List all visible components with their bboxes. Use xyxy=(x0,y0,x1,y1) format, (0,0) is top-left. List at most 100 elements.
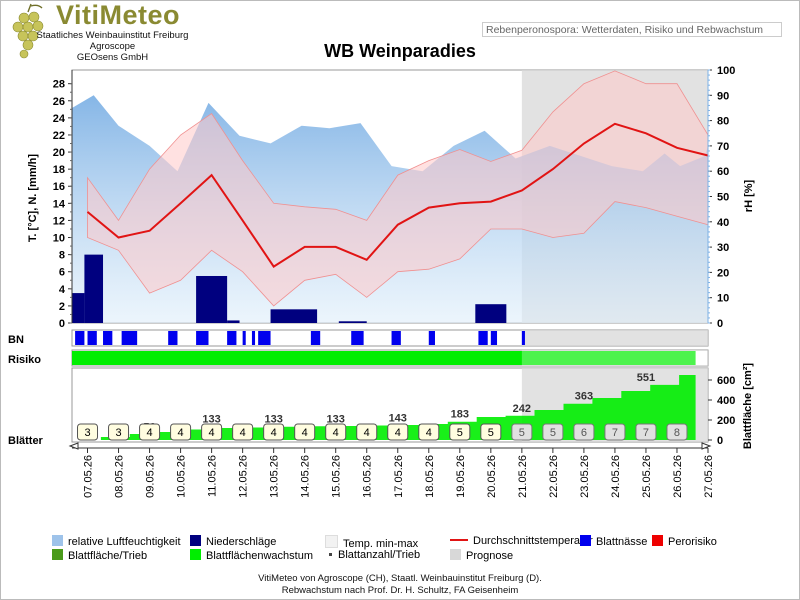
leaf-count-value-2: 4 xyxy=(146,427,152,439)
precipitation-bar-0 xyxy=(72,293,85,323)
y-left-tick-label: 6 xyxy=(59,267,65,279)
leaf-wetness-bar-0 xyxy=(75,331,85,345)
leaf-count-box-12 xyxy=(449,423,471,441)
y-right-tick-label: 50 xyxy=(717,192,729,204)
blaetter-label: Blätter xyxy=(8,435,44,447)
leaf-wetness-bar-13 xyxy=(428,331,435,345)
y-right-tick-label: 70 xyxy=(717,141,729,153)
leaf-area-label-5: 143 xyxy=(389,413,407,425)
y-left-axis-title: T. [°C], N. [mm/h] xyxy=(27,154,39,242)
legend-item-label: Niederschläge xyxy=(206,536,277,548)
leaf-count-box-16 xyxy=(573,423,595,441)
leaf-count-box-11 xyxy=(418,423,440,441)
leaf-count-box-8 xyxy=(325,423,347,441)
legend-item-label: Temp. min-max xyxy=(343,538,419,550)
leaf-count-box-5 xyxy=(232,423,254,441)
leaf-count-value-8: 4 xyxy=(333,427,339,439)
x-tick-label: 26.05.26 xyxy=(672,455,684,498)
y-left-tick-label: 0 xyxy=(59,318,65,330)
leaf-count-box-1 xyxy=(108,423,130,441)
leaf-area-label-3: 133 xyxy=(264,414,282,426)
logo-line-geosens: GEOsens GmbH xyxy=(76,52,149,63)
risiko-label: Risiko xyxy=(8,354,41,366)
leaf-count-value-1: 3 xyxy=(115,427,121,439)
y-right-tick-label: 10 xyxy=(717,293,729,305)
leaf-wetness-bar-4 xyxy=(168,331,178,345)
x-tick-label: 22.05.26 xyxy=(548,455,560,498)
leaf-wetness-bar-15 xyxy=(490,331,498,345)
legend: relative Luftfeuchtigkeit Niederschläge Te… xyxy=(0,532,800,568)
logo-line-institute: Staatliches Weinbauinstitut Freiburg xyxy=(36,30,189,41)
y-lower-right-tick-label: 200 xyxy=(717,415,735,427)
leaf-count-value-0: 3 xyxy=(84,427,90,439)
y-left-tick-label: 14 xyxy=(53,198,66,210)
leaf-count-box-15 xyxy=(542,423,564,441)
leaf-count-box-13 xyxy=(480,423,502,441)
y-left-tick-label: 24 xyxy=(53,113,66,125)
legend-item-label: Blattanzahl/Trieb xyxy=(338,549,421,561)
leaf-wetness-bar-11 xyxy=(351,331,364,345)
y-right-tick-label: 80 xyxy=(717,116,729,128)
x-tick-label: 08.05.26 xyxy=(114,455,126,498)
legend-item: Perorisiko xyxy=(652,535,717,548)
leaf-wetness-bar-3 xyxy=(121,331,138,345)
y-lower-right-tick-label: 600 xyxy=(717,375,735,387)
legend-dot-swatch xyxy=(329,553,332,556)
leaf-count-value-9: 4 xyxy=(364,427,370,439)
leaf-area-label-6: 183 xyxy=(451,409,469,421)
leaf-wetness-bar-1 xyxy=(87,331,97,345)
legend-color-swatch xyxy=(325,535,338,548)
precipitation-bar-3 xyxy=(227,320,240,323)
footer: VitiMeteo von Agroscope (CH), Staatl. We… xyxy=(0,573,800,597)
average-temperature-line xyxy=(86,122,709,268)
leaf-count-box-14 xyxy=(511,423,533,441)
leaf-count-value-7: 4 xyxy=(302,427,308,439)
y-right-tick-label: 60 xyxy=(717,166,729,178)
legend-color-swatch xyxy=(52,535,63,546)
leaf-count-box-7 xyxy=(294,423,316,441)
legend-color-swatch xyxy=(52,549,63,560)
forecast-shade-risk xyxy=(521,350,708,366)
leaf-area-label-2: 133 xyxy=(202,414,220,426)
leaf-count-value-17: 7 xyxy=(612,427,618,439)
x-tick-label: 13.05.26 xyxy=(269,455,281,498)
leaf-count-value-13: 5 xyxy=(488,427,494,439)
leaf-count-value-14: 5 xyxy=(519,427,525,439)
x-tick-label: 23.05.26 xyxy=(579,455,591,498)
leaf-count-value-10: 4 xyxy=(395,427,401,439)
leaf-wetness-bar-9 xyxy=(258,331,271,345)
y-left-tick-label: 20 xyxy=(53,147,65,159)
y-left-tick-label: 10 xyxy=(53,233,65,245)
x-tick-label: 07.05.26 xyxy=(83,455,95,498)
leaf-count-box-9 xyxy=(356,423,378,441)
leaf-count-value-3: 4 xyxy=(178,427,184,439)
legend-item-label: Blattflächenwachstum xyxy=(206,550,313,562)
y-left-tick-label: 8 xyxy=(59,250,65,262)
leaf-count-box-3 xyxy=(170,423,192,441)
precipitation-bar-2 xyxy=(196,275,228,323)
legend-item: Temp. min-max xyxy=(325,535,418,550)
legend-item-label: Prognose xyxy=(466,550,514,562)
x-tick-label: 10.05.26 xyxy=(176,455,188,498)
leaf-count-box-19 xyxy=(666,423,688,441)
y-right-tick-label: 30 xyxy=(717,242,729,254)
y-left-tick-label: 26 xyxy=(53,96,65,108)
x-tick-label: 15.05.26 xyxy=(331,455,343,498)
leaf-count-box-17 xyxy=(604,423,626,441)
leaf-area-label-4: 133 xyxy=(327,414,345,426)
leaf-wetness-bar-16 xyxy=(521,331,525,345)
x-tick-label: 21.05.26 xyxy=(517,455,529,498)
leaf-count-value-4: 4 xyxy=(209,427,215,439)
legend-item: relative Luftfeuchtigkeit xyxy=(52,535,181,548)
footer-line-credits: VitiMeteo von Agroscope (CH), Staatl. We… xyxy=(258,573,542,584)
leaf-wetness-bar-6 xyxy=(227,331,237,345)
precipitation-bar-5 xyxy=(338,321,367,323)
leaf-count-value-6: 4 xyxy=(271,427,277,439)
x-tick-label: 19.05.26 xyxy=(455,455,467,498)
y-right-tick-label: 0 xyxy=(717,318,723,330)
y-left-tick-label: 28 xyxy=(53,79,65,91)
precipitation-bar-4 xyxy=(270,309,318,323)
y-left-tick-label: 4 xyxy=(59,284,66,296)
logo-title: VitiMeteo xyxy=(56,0,181,30)
